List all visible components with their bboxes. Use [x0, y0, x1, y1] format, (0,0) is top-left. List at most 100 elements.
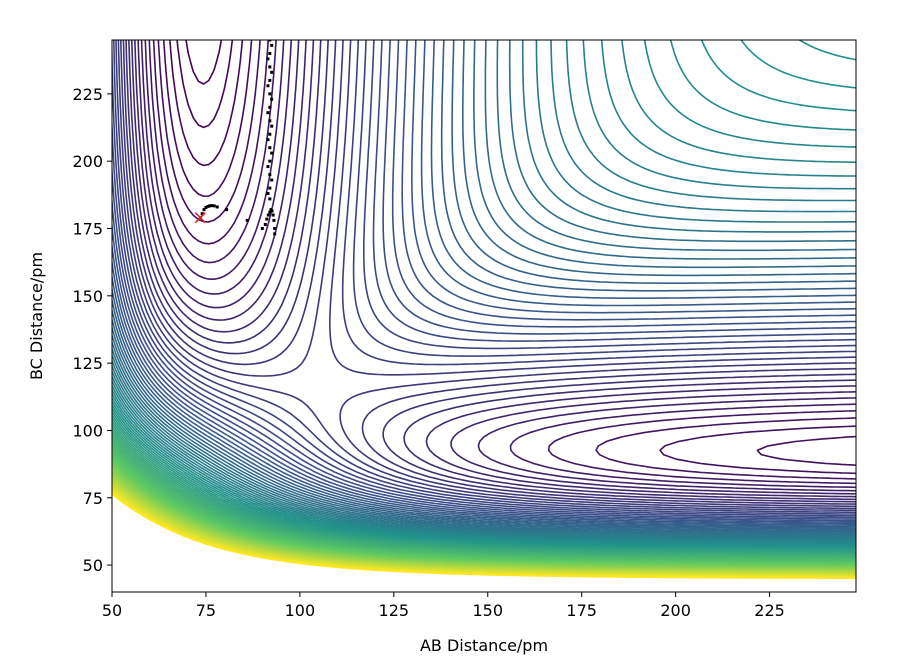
trajectory-point: [266, 57, 270, 61]
trajectory-point: [268, 65, 272, 69]
contour-level: [115, 40, 856, 512]
x-tick-label: 200: [660, 601, 691, 620]
contour-level: [152, 40, 856, 475]
x-tick-label: 150: [472, 601, 503, 620]
contour-level: [112, 40, 856, 531]
y-tick-label: 100: [72, 421, 103, 440]
y-axis-ticks: 50 75 100 125 150 175 200 225: [72, 85, 112, 575]
trajectory-point: [270, 151, 274, 155]
y-tick-label: 200: [72, 152, 103, 171]
contour-level: [112, 40, 856, 538]
contour-level: [112, 425, 856, 555]
contour-level: [112, 493, 856, 579]
y-tick-label: 175: [72, 219, 103, 238]
trajectory-point: [268, 146, 272, 150]
contour-level: [162, 40, 253, 197]
trajectory-point: [215, 205, 219, 209]
contour-level: [157, 40, 856, 466]
trajectory-point: [245, 218, 249, 222]
x-tick-label: 50: [102, 601, 122, 620]
contour-level: [134, 40, 856, 495]
trajectory-points: [198, 40, 277, 236]
trajectory-point: [266, 213, 270, 217]
trajectory-point: [268, 210, 272, 214]
contour-level: [112, 40, 856, 523]
y-tick-label: 150: [72, 287, 103, 306]
contour-level: [112, 40, 856, 514]
trajectory-point: [268, 186, 272, 190]
trajectory-point: [225, 208, 229, 212]
contour-lines: [112, 40, 856, 579]
trajectory-point: [268, 92, 272, 96]
trajectory-point: [270, 209, 274, 213]
trajectory-point: [273, 232, 277, 236]
trajectory-point: [270, 124, 274, 128]
trajectory-point: [270, 70, 274, 74]
trajectory-point: [266, 191, 270, 195]
contour-level: [112, 40, 856, 532]
contour-level: [112, 40, 856, 537]
trajectory-point: [266, 84, 270, 88]
contour-level: [112, 40, 856, 545]
x-axis-ticks: 50 75 100 125 150 175 200 225: [102, 592, 785, 620]
contour-level: [130, 40, 856, 498]
trajectory-point: [206, 204, 210, 208]
y-tick-label: 125: [72, 354, 103, 373]
trajectory-point: [263, 222, 267, 226]
trajectory-point: [268, 132, 272, 136]
contour-level: [112, 403, 856, 549]
contour-level: [112, 406, 856, 550]
x-tick-label: 100: [285, 601, 316, 620]
trajectory-point: [266, 138, 270, 142]
contour-level: [112, 40, 856, 533]
trajectory-point: [266, 111, 270, 115]
trajectory-point: [260, 226, 264, 230]
trajectory-point: [268, 197, 272, 201]
contour-level: [112, 40, 856, 535]
contour-level: [148, 40, 856, 480]
contour-level: [112, 40, 856, 520]
trajectory-point: [208, 204, 212, 208]
contour-level: [112, 40, 856, 526]
trajectory-point: [204, 205, 208, 209]
y-tick-label: 75: [83, 489, 103, 508]
contour-level: [144, 40, 856, 485]
contour-level: [185, 40, 223, 85]
contour-level: [119, 40, 856, 508]
y-tick-label: 50: [83, 556, 103, 575]
start-marker: [194, 212, 206, 224]
contour-level: [112, 40, 856, 548]
contour-level: [112, 40, 856, 528]
contour-level: [112, 40, 856, 529]
trajectory-point: [265, 217, 269, 221]
trajectory-point: [271, 213, 275, 217]
contour-level: [112, 40, 856, 547]
trajectory-point: [202, 208, 206, 212]
trajectory-point: [268, 159, 272, 163]
contour-level: [112, 410, 856, 551]
contour-level: [112, 40, 856, 544]
trajectory-point: [268, 51, 272, 55]
contour-level: [112, 40, 856, 534]
start-marker-stroke: [194, 212, 206, 224]
trajectory-point: [212, 204, 216, 208]
contour-level: [176, 40, 234, 129]
contour-level: [112, 428, 856, 556]
trajectory-point: [268, 105, 272, 109]
trajectory-point: [210, 204, 214, 208]
contour-level: [112, 40, 856, 515]
x-tick-label: 175: [566, 601, 597, 620]
contour-level: [112, 40, 856, 539]
contour-level: [112, 40, 856, 542]
contour-level: [137, 40, 856, 492]
x-tick-label: 125: [379, 601, 410, 620]
contour-level: [112, 40, 856, 519]
y-tick-label: 225: [72, 85, 103, 104]
contour-level: [112, 40, 856, 540]
contour-level: [112, 40, 856, 525]
trajectory-point: [200, 212, 204, 216]
plot-frame: [111, 39, 857, 593]
x-axis-label: AB Distance/pm: [420, 636, 548, 655]
